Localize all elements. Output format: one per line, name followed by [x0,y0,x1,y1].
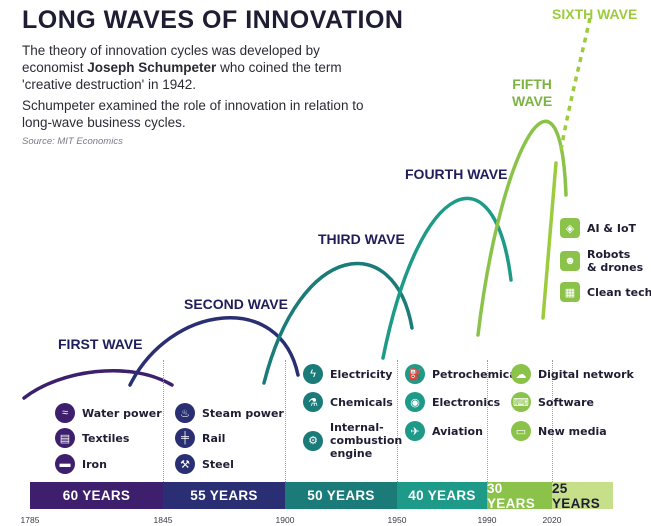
steel-icon: ⚒ [175,454,195,474]
innovation-item: ◈ AI & IoT [560,218,636,238]
year-tick-label: 1950 [387,515,407,525]
innovation-item: ▬ Iron [55,454,107,474]
source-note: Source: MIT Economics [22,136,123,147]
innovation-label: Rail [202,431,226,445]
wave-label-4: FOURTH WAVE [405,166,508,182]
innovation-label: Digital network [538,367,634,381]
electricity-icon: ϟ [303,364,323,384]
intro-text-start: The theory of innovation cycles was deve… [22,43,320,75]
wave-curve-1 [22,368,174,400]
intro-text-end: who coined the term 'creative destructio… [22,60,342,92]
innovation-item: ≈ Water power [55,403,162,423]
aviation-icon: ✈ [405,421,425,441]
wave-curve-3 [262,261,414,385]
innovation-item: ⛽ Petrochemicals [405,364,527,384]
innovation-item: ⚒ Steel [175,454,234,474]
innovation-label: New media [538,424,607,438]
year-tick-label: 2020 [542,515,562,525]
gridline [487,360,488,482]
innovation-label: Internal- combustion engine [330,421,403,460]
wave-curve-5 [476,119,568,337]
duration-band-1: 60 YEARS [30,482,163,509]
wave-label-2: SECOND WAVE [184,296,288,312]
duration-band-5: 30 YEARS [487,481,552,511]
innovation-item: ▤ Textiles [55,428,129,448]
wave-curve-2 [128,316,300,387]
wave-curve-6 [541,161,558,320]
wave-curve-6-projection [559,17,592,151]
innovation-item: ♨ Steam power [175,403,284,423]
innovation-item: ϟ Electricity [303,364,392,384]
duration-band-3: 50 YEARS [285,482,397,509]
duration-band-6: 25 YEARS [552,481,613,511]
innovation-item: ✈ Aviation [405,421,483,441]
year-tick-label: 1785 [20,515,40,525]
innovation-label: Electronics [432,395,501,409]
innovation-label: Steam power [202,406,284,420]
wave-label-3: THIRD WAVE [318,231,405,247]
innovation-item: ▦ Clean tech [560,282,651,302]
gridline [397,360,398,482]
steam-icon: ♨ [175,403,195,423]
ai-icon: ◈ [560,218,580,238]
innovation-item: ◉ Electronics [405,392,500,412]
water-icon: ≈ [55,403,75,423]
gridline [552,360,553,482]
iron-icon: ▬ [55,454,75,474]
network-icon: ☁ [511,364,531,384]
innovation-item: ☁ Digital network [511,364,634,384]
innovation-label: Software [538,395,594,409]
duration-band-2: 55 YEARS [163,482,285,509]
wave-curve-4 [381,196,513,360]
duration-band-4: 40 YEARS [397,482,487,509]
innovation-label: Robots & drones [587,248,644,274]
innovation-item: ▭ New media [511,421,607,441]
year-tick-label: 1900 [275,515,295,525]
innovation-label: Clean tech [587,285,651,299]
innovation-item: ☻ Robots & drones [560,248,643,274]
innovation-label: Aviation [432,424,483,438]
year-tick-label: 1845 [153,515,173,525]
innovation-label: Petrochemicals [432,367,528,381]
fabric-icon: ▤ [55,428,75,448]
software-icon: ⌨ [511,392,531,412]
second-paragraph: Schumpeter examined the role of innovati… [22,98,364,130]
innovation-item: ⌨ Software [511,392,594,412]
page-title: LONG WAVES OF INNOVATION [22,6,404,34]
innovation-label: Water power [82,406,162,420]
intro-paragraph: The theory of innovation cycles was deve… [22,42,382,93]
gridline [163,360,164,482]
engine-icon: ⚙ [303,430,323,451]
media-icon: ▭ [511,421,531,441]
innovation-label: Chemicals [330,395,393,409]
robot-icon: ☻ [560,251,580,271]
innovation-item: ⚗ Chemicals [303,392,393,412]
innovation-item: ╪ Rail [175,428,225,448]
gridline [285,360,286,482]
chemicals-icon: ⚗ [303,392,323,412]
intro-bold-name: Joseph Schumpeter [87,60,217,75]
wave-label-5: FIFTH WAVE [512,76,553,109]
innovation-label: AI & IoT [587,221,637,235]
wave-label-6: SIXTH WAVE [552,6,638,22]
innovation-label: Textiles [82,431,130,445]
innovation-label: Iron [82,457,107,471]
year-tick-label: 1990 [477,515,497,525]
electronics-icon: ◉ [405,392,425,412]
innovation-label: Electricity [330,367,393,381]
innovation-item: ⚙ Internal- combustion engine [303,421,402,460]
solar-icon: ▦ [560,282,580,302]
rail-icon: ╪ [175,428,195,448]
innovation-label: Steel [202,457,234,471]
petrochemicals-icon: ⛽ [405,364,425,384]
wave-label-1: FIRST WAVE [58,336,143,352]
